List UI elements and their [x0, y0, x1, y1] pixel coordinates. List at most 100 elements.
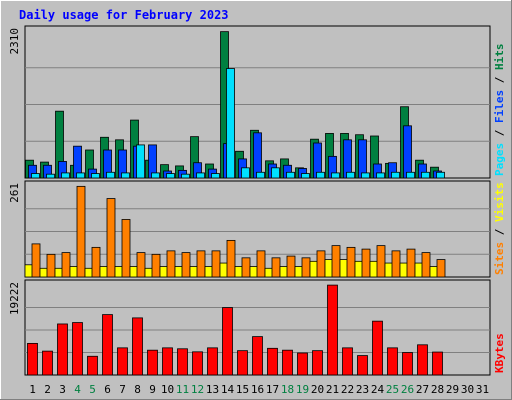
bar-sites-day-10: [166, 250, 176, 278]
bar-sites-day-22: [346, 246, 356, 278]
bar-pages-day-2: [46, 173, 55, 179]
panel-visits: 261 Sites / Visits: [8, 180, 506, 278]
bar-pages-day-28: [436, 171, 445, 179]
bar-sites-day-7: [121, 219, 131, 278]
bar-pages-day-15: [241, 167, 250, 179]
bar-sites-day-28: [436, 259, 446, 278]
x-tick-label-day-14: 14: [221, 383, 235, 396]
bar-pages-day-24: [376, 172, 385, 179]
chart-panels: 2310 Pages / Files / Hits 261 Sites / Visit…: [8, 25, 506, 376]
bar-kbytes-day-9: [147, 349, 158, 376]
legend-visits: Sites / Visits: [493, 182, 506, 275]
bar-pages-day-19: [301, 173, 310, 179]
x-tick-label-day-9: 9: [149, 383, 156, 396]
y-max-label: 19222: [8, 282, 21, 315]
bar-sites-day-21: [331, 245, 341, 278]
x-tick-label-day-31: 31: [476, 383, 489, 396]
bar-sites-day-6: [106, 198, 116, 278]
legend-hits: Pages / Files / Hits: [493, 44, 506, 177]
legend-pages: Pages: [493, 143, 506, 176]
bar-pages-day-27: [421, 171, 430, 179]
x-tick-label-day-19: 19: [296, 383, 309, 396]
bar-sites-day-23: [361, 248, 371, 278]
x-tick-label-day-12: 12: [191, 383, 204, 396]
x-tick-label-day-27: 27: [416, 383, 429, 396]
bar-kbytes-day-17: [267, 347, 278, 376]
x-tick-label-day-4: 4: [74, 383, 81, 396]
bar-pages-day-4: [76, 172, 85, 179]
bar-kbytes-day-7: [117, 347, 128, 376]
bar-pages-day-26: [406, 171, 415, 179]
bar-sites-day-1: [31, 243, 41, 278]
bar-pages-day-22: [346, 171, 355, 179]
bar-kbytes-day-10: [162, 347, 173, 376]
bar-files-day-23: [358, 139, 367, 179]
bar-pages-day-8: [136, 144, 145, 179]
panel-kbytes: 19222 KBytes: [8, 279, 506, 376]
bar-pages-day-14: [226, 68, 235, 179]
bar-kbytes-day-3: [57, 323, 68, 376]
bar-kbytes-day-26: [402, 352, 413, 376]
x-tick-label-day-21: 21: [326, 383, 339, 396]
x-tick-label-day-17: 17: [266, 383, 279, 396]
bar-pages-day-9: [151, 172, 160, 179]
bar-pages-day-12: [196, 172, 205, 179]
bar-kbytes-day-16: [252, 336, 263, 376]
x-tick-label-day-15: 15: [236, 383, 249, 396]
bar-pages-day-7: [121, 172, 130, 179]
x-tick-label-day-3: 3: [59, 383, 66, 396]
bar-kbytes-day-19: [297, 352, 308, 376]
x-tick-label-day-13: 13: [206, 383, 219, 396]
bar-sites-day-24: [376, 245, 386, 278]
bar-kbytes-day-24: [372, 320, 383, 376]
bar-pages-day-17: [271, 167, 280, 179]
x-tick-label-day-23: 23: [356, 383, 369, 396]
bar-pages-day-1: [31, 173, 40, 179]
x-tick-label-day-24: 24: [371, 383, 385, 396]
x-tick-label-day-26: 26: [401, 383, 414, 396]
bar-files-day-26: [403, 125, 412, 179]
x-tick-label-day-6: 6: [104, 383, 111, 396]
bar-sites-day-26: [406, 248, 416, 278]
legend-separator: /: [493, 123, 506, 143]
legend-separator: /: [493, 222, 506, 242]
bar-kbytes-day-22: [342, 347, 353, 376]
bar-kbytes-day-1: [27, 342, 38, 376]
bar-sites-day-3: [61, 252, 71, 278]
bar-kbytes-day-6: [102, 314, 113, 376]
bar-sites-day-17: [271, 257, 281, 278]
chart-title: Daily usage for February 2023: [19, 8, 229, 22]
bar-pages-day-6: [106, 171, 115, 179]
x-tick-label-day-2: 2: [44, 383, 51, 396]
bar-kbytes-day-14: [222, 307, 233, 376]
x-tick-label-day-11: 11: [176, 383, 189, 396]
bar-sites-day-8: [136, 252, 146, 278]
x-tick-label-day-1: 1: [29, 383, 36, 396]
bar-sites-day-9: [151, 253, 161, 278]
x-tick-label-day-8: 8: [134, 383, 141, 396]
bar-sites-day-2: [46, 253, 56, 278]
bar-sites-day-12: [196, 250, 206, 278]
bar-sites-day-25: [391, 250, 401, 278]
x-tick-label-day-25: 25: [386, 383, 399, 396]
bar-pages-day-23: [361, 172, 370, 179]
bar-kbytes-day-15: [237, 350, 248, 376]
legend-kbytes: KBytes: [493, 333, 506, 373]
bar-kbytes-day-27: [417, 344, 428, 376]
bar-kbytes-day-18: [282, 349, 293, 376]
legend-sites: Sites: [493, 242, 506, 275]
legend-files: Files: [493, 90, 506, 123]
x-tick-label-day-29: 29: [446, 383, 459, 396]
x-tick-label-day-5: 5: [89, 383, 96, 396]
bar-pages-day-25: [391, 171, 400, 179]
bar-kbytes-day-13: [207, 347, 218, 376]
x-tick-label-day-30: 30: [461, 383, 474, 396]
bar-pages-day-5: [91, 173, 100, 179]
x-tick-label-day-22: 22: [341, 383, 354, 396]
bar-kbytes-day-8: [132, 317, 143, 376]
bar-kbytes-day-2: [42, 350, 53, 376]
bar-kbytes-day-28: [432, 351, 443, 376]
bar-sites-day-20: [316, 250, 326, 278]
bar-pages-day-13: [211, 173, 220, 179]
